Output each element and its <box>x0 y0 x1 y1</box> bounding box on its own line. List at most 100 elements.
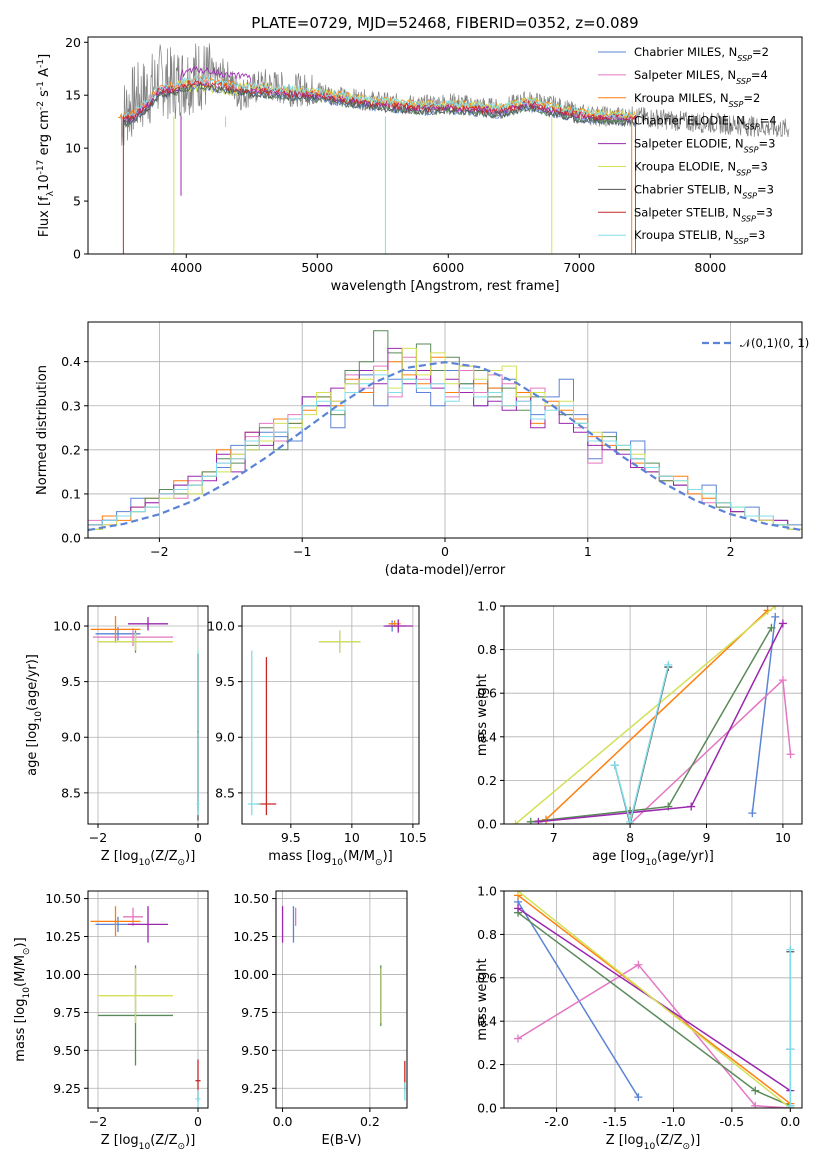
y-tick-label: 20 <box>65 35 81 50</box>
y-tick-label: 1.0 <box>477 884 497 899</box>
weight-marker <box>514 904 523 913</box>
y-tick-label: 0.3 <box>61 398 81 413</box>
weight-marker <box>514 891 523 895</box>
model-line <box>123 65 636 254</box>
y-tick-label: 10.25 <box>233 929 269 944</box>
weight-line <box>614 666 670 824</box>
axes-frame <box>87 36 803 255</box>
axes-frame <box>87 890 209 1109</box>
x-tick-label: −1 <box>293 544 311 559</box>
weight-marker <box>786 1101 795 1108</box>
y-tick-label: 9.50 <box>53 1043 81 1058</box>
plot-area-mass-weight-vs-age <box>511 606 795 824</box>
x-tick-label: 10.5 <box>399 830 427 845</box>
y-tick-label: 10.00 <box>45 967 81 982</box>
y-tick-label: 8.5 <box>61 785 81 800</box>
panel-age-vs-Z: −2 0 8.5 9.0 9.5 10.0 Z [log10(Z/Z⊙)] age [log1… <box>25 605 209 868</box>
plot-area-mass-weight-vs-Z <box>514 891 795 1108</box>
weight-marker <box>514 1034 523 1043</box>
y-tick-label: 0.4 <box>477 1014 497 1029</box>
weight-marker <box>687 802 696 811</box>
chart-title: PLATE=0729, MJD=52468, FIBERID=0352, z=0… <box>251 14 638 32</box>
x-tick-label: 6000 <box>432 260 464 275</box>
weight-marker <box>778 619 787 628</box>
x-axis-label: (data-model)/error <box>385 563 506 578</box>
x-axis-label: wavelength [Angstrom, rest frame] <box>331 279 560 294</box>
panel-residuals: −2 −1 0 1 2 0.0 0.1 0.2 0.3 0.4 (data-model)/error… <box>35 321 809 578</box>
x-tick-label: -1.0 <box>661 1114 685 1129</box>
axes-frame <box>241 605 420 825</box>
y-tick-label: 9.75 <box>53 1005 81 1020</box>
x-tick-label: 5000 <box>301 260 333 275</box>
y-tick-label: 9.75 <box>241 1005 269 1020</box>
x-tick-label: 0 <box>441 544 449 559</box>
x-axis-label: mass [log10(M/M⊙)] <box>268 849 392 868</box>
y-tick-label: 9.25 <box>53 1081 81 1096</box>
y-tick-label: 9.5 <box>215 674 235 689</box>
y-tick-label: 9.5 <box>61 674 81 689</box>
y-tick-label: 0.6 <box>477 686 497 701</box>
weight-marker <box>748 809 757 818</box>
weight-line <box>517 912 791 1107</box>
legend-label: Chabrier MILES, NSSP=2 <box>634 45 769 63</box>
x-tick-label: 7000 <box>563 260 595 275</box>
plot-area-age-vs-mass <box>248 619 413 816</box>
model-line <box>123 75 633 119</box>
y-axis-label: mass [log10(M/M⊙)] <box>13 937 32 1061</box>
plot-area-residuals <box>88 330 802 532</box>
x-axis-label: E(B-V) <box>321 1133 361 1148</box>
weight-marker <box>767 623 776 632</box>
legend-label: Chabrier ELODIE, NSSP=4 <box>634 114 777 132</box>
y-tick-label: 9.0 <box>215 730 235 745</box>
y-tick-label: 10 <box>65 141 81 156</box>
legend-label: Kroupa STELIB, NSSP=3 <box>634 228 765 246</box>
y-tick-label: 0 <box>73 247 81 262</box>
y-tick-label: 10.0 <box>53 619 81 634</box>
x-tick-label: 7 <box>550 830 558 845</box>
y-tick-label: 0.6 <box>477 970 497 985</box>
y-tick-label: 0.0 <box>477 817 497 832</box>
y-axis-label: mass weight <box>475 674 490 756</box>
model-line <box>117 75 636 254</box>
x-tick-label: 0.0 <box>273 1114 293 1129</box>
plot-area-spectrum <box>117 43 790 254</box>
x-tick-label: 8 <box>626 830 634 845</box>
y-tick-label: 0.0 <box>477 1101 497 1116</box>
weight-marker <box>526 817 535 824</box>
x-tick-label: 0.2 <box>360 1114 380 1129</box>
y-tick-label: 1.0 <box>477 599 497 614</box>
y-axis-label: Normed distribution <box>35 365 50 495</box>
y-tick-label: 10.50 <box>233 891 269 906</box>
weight-line <box>517 963 791 1108</box>
weight-marker <box>534 817 543 824</box>
y-tick-label: 0.2 <box>61 442 81 457</box>
panel-mass-weight-vs-Z: -2.0 -1.5 -1.0 -0.5 0.0 0.0 0.2 0.4 0.6 0.8 1.0 Z [… <box>475 884 803 1152</box>
y-tick-label: 10.25 <box>45 929 81 944</box>
weight-line <box>515 606 776 824</box>
y-tick-label: 10.50 <box>45 891 81 906</box>
y-tick-label: 10.00 <box>233 967 269 982</box>
legend-label: Salpeter MILES, NSSP=4 <box>634 68 768 86</box>
histogram-step <box>88 374 802 526</box>
x-axis-label: age [log10(age/yr)] <box>592 849 714 868</box>
plot-area-mass-vs-EBV <box>281 906 406 1101</box>
x-tick-label: 2 <box>727 544 735 559</box>
weight-marker <box>778 676 787 685</box>
legend-label: Chabrier STELIB, NSSP=3 <box>634 182 774 200</box>
weight-marker <box>634 960 643 969</box>
panel-mass-weight-vs-age: 7 8 9 10 0.0 0.2 0.4 0.6 0.8 1.0 age [log10(age/yr… <box>475 599 803 868</box>
weight-marker <box>786 750 795 759</box>
y-tick-label: 0.4 <box>477 729 497 744</box>
weight-marker <box>511 820 520 824</box>
x-tick-label: 10 <box>344 830 360 845</box>
panel-age-vs-mass: 9.5 10 10.5 8.5 9.0 9.5 10.0 mass [log10(M/M⊙)] <box>207 605 427 868</box>
x-tick-label: −2 <box>89 830 107 845</box>
x-tick-label: 0 <box>194 830 202 845</box>
weight-marker <box>634 1093 643 1102</box>
y-tick-label: 0.1 <box>61 486 81 501</box>
legend-label: Salpeter ELODIE, NSSP=3 <box>634 137 775 155</box>
y-axis-label: mass weight <box>475 958 490 1040</box>
weight-marker <box>771 612 780 621</box>
y-tick-label: 9.0 <box>61 730 81 745</box>
